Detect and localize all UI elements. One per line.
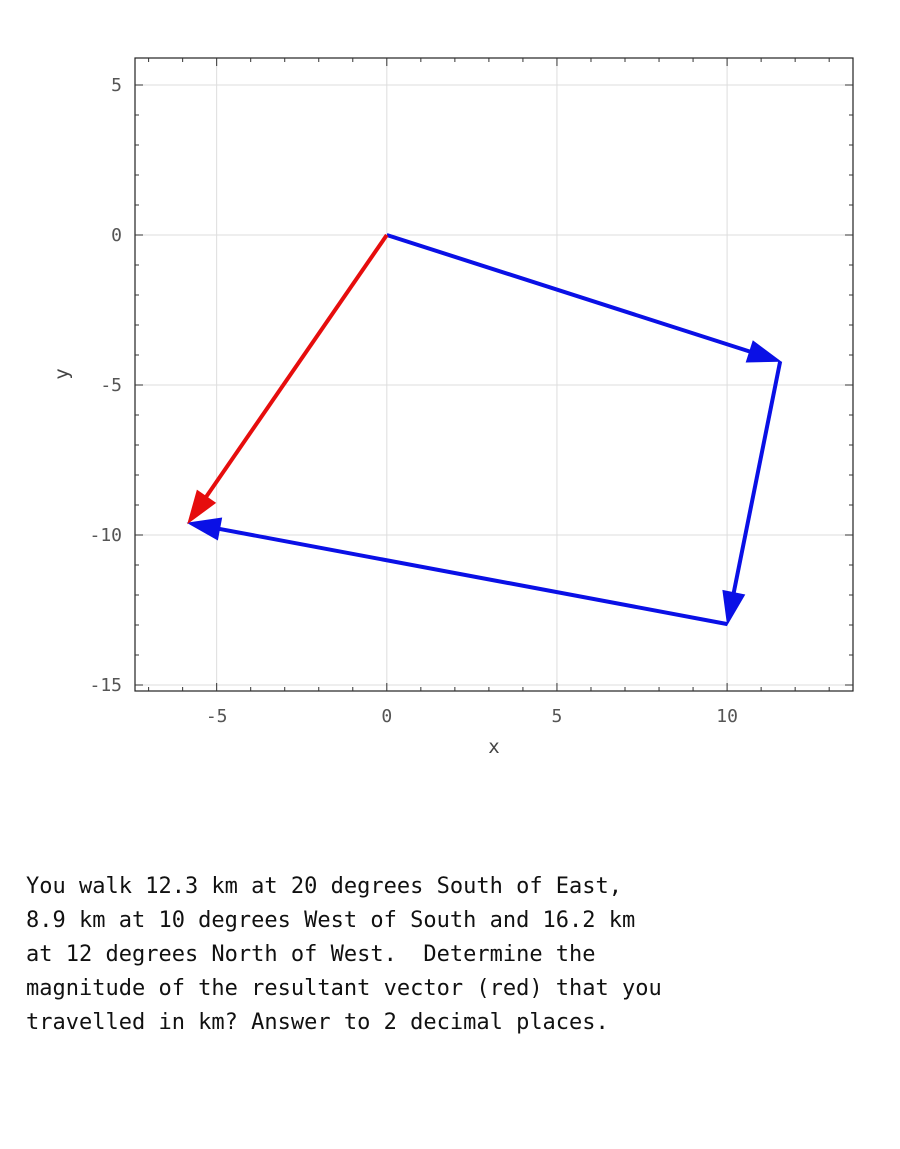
x-axis-label: x	[488, 736, 499, 758]
y-tick-label: -5	[100, 375, 122, 396]
vector-arrowhead	[187, 489, 217, 525]
y-tick-label: 0	[111, 225, 122, 246]
question-line: travelled in km? Answer to 2 decimal pla…	[26, 1010, 609, 1035]
question-text: You walk 12.3 km at 20 degrees South of …	[26, 870, 886, 1040]
vector-shaft	[202, 233, 389, 502]
vector-shaft	[215, 526, 728, 627]
vector-arrowhead	[186, 517, 223, 541]
vector-arrowhead	[745, 340, 782, 363]
y-axis-label: y	[51, 368, 73, 379]
y-tick-label: 5	[111, 75, 122, 96]
question-line: 8.9 km at 10 degrees West of South and 1…	[26, 908, 636, 933]
x-tick-label: 0	[381, 706, 392, 727]
question-line: magnitude of the resultant vector (red) …	[26, 976, 662, 1001]
vector-chart: -5 0 5 10 5 0 -5 -10 -15 x y	[51, 57, 854, 758]
question-line: at 12 degrees North of West. Determine t…	[26, 942, 596, 967]
x-tick-label: 10	[716, 706, 738, 727]
vector-shaft	[730, 360, 783, 598]
x-tick-label: 5	[552, 706, 563, 727]
y-tick-label: -10	[89, 525, 122, 546]
plot-frame	[134, 57, 854, 692]
y-tick-label: -15	[89, 675, 122, 696]
question-line: You walk 12.3 km at 20 degrees South of …	[26, 874, 623, 899]
vector-arrowhead	[722, 589, 746, 626]
vector-shaft	[386, 233, 755, 355]
x-tick-label: -5	[206, 706, 228, 727]
